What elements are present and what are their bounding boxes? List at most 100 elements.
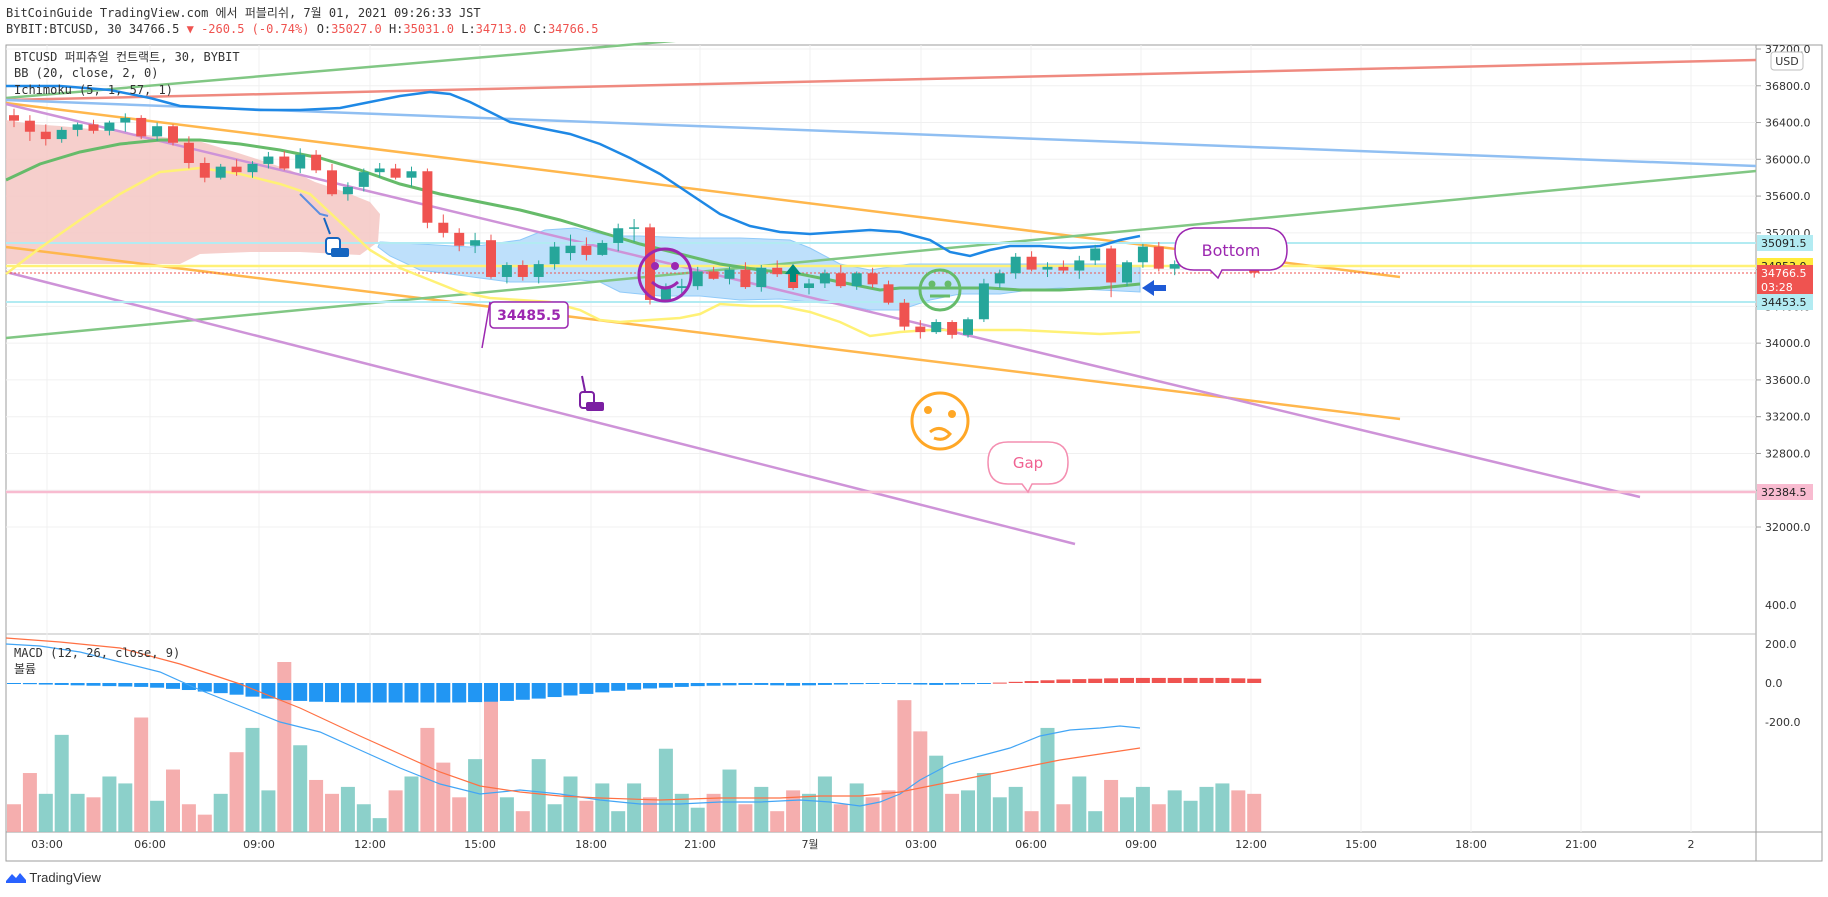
volume-bar xyxy=(945,793,960,832)
macd-bar xyxy=(356,683,371,703)
macd-bar xyxy=(372,683,387,703)
open-value: 35027.0 xyxy=(331,22,382,36)
volume-bar xyxy=(261,790,276,832)
candle-body xyxy=(40,131,51,140)
volume-bar xyxy=(1215,783,1230,832)
volume-bar xyxy=(181,804,196,832)
volume-bar xyxy=(388,790,403,832)
volume-bar xyxy=(499,797,514,832)
volume-bar xyxy=(833,804,848,832)
callout-34485[interactable]: 34485.5 xyxy=(481,301,569,349)
macd-bar xyxy=(690,683,705,687)
volume-bar xyxy=(340,786,355,832)
volume-bar xyxy=(627,783,642,832)
macd-bar xyxy=(658,683,673,688)
candle-body xyxy=(883,284,894,303)
macd-bar xyxy=(1167,677,1182,683)
candle-body xyxy=(565,245,576,254)
macd-signal-line xyxy=(5,637,1141,801)
macd-bar xyxy=(992,682,1007,684)
macd-bar xyxy=(770,683,785,686)
volume-bar xyxy=(372,818,387,832)
time-tick-label: 18:00 xyxy=(575,838,607,851)
candle-body xyxy=(931,322,942,333)
time-tick-label: 09:00 xyxy=(243,838,275,851)
callout-bottom[interactable]: Bottom xyxy=(1174,227,1288,280)
volume-bar xyxy=(356,804,371,832)
tradingview-logo[interactable]: TradingView xyxy=(6,870,101,885)
time-tick-label: 06:00 xyxy=(134,838,166,851)
time-tick-label: 21:00 xyxy=(684,838,716,851)
candle-body xyxy=(168,126,178,143)
macd-bar xyxy=(865,683,880,684)
macd-bar xyxy=(309,683,324,702)
candle-body xyxy=(963,319,973,335)
price-label: 34453.5 xyxy=(1761,296,1807,309)
macd-bar xyxy=(245,683,260,697)
macd-bar xyxy=(38,683,53,685)
volume-bar xyxy=(849,783,864,832)
macd-bar xyxy=(881,683,896,684)
volume-bar xyxy=(309,779,324,832)
svg-text:USD: USD xyxy=(1775,55,1799,68)
candle-body xyxy=(978,283,989,320)
volume-bar xyxy=(452,797,467,832)
macd-bar xyxy=(1231,678,1246,683)
candle-body xyxy=(438,222,449,233)
candle-body xyxy=(247,163,258,173)
macd-bar xyxy=(134,683,149,687)
candle-body xyxy=(835,273,846,287)
macd-bar xyxy=(118,683,133,687)
time-tick-label: 06:00 xyxy=(1015,838,1047,851)
volume-bar xyxy=(118,783,133,832)
candle-body xyxy=(215,166,226,178)
candle-body xyxy=(88,124,99,131)
macd-bar xyxy=(754,683,769,685)
macd-bar xyxy=(674,683,689,687)
candle-body xyxy=(183,142,194,163)
volume-bar xyxy=(1120,797,1134,832)
time-axis[interactable]: 03:00 06:00 09:00 12:00 15:00 18:00 21:00 7월 03:… xyxy=(31,838,1694,851)
macd-bar xyxy=(1040,680,1055,683)
time-tick-label: 21:00 xyxy=(1565,838,1597,851)
volume-bar xyxy=(754,786,769,832)
macd-bar xyxy=(499,683,514,701)
macd-bar xyxy=(706,683,721,686)
macd-bar xyxy=(563,683,578,696)
macd-bar xyxy=(1088,678,1103,683)
callout-gap[interactable]: Gap xyxy=(987,441,1069,494)
volume-bar xyxy=(865,797,880,832)
left-arrow-icon xyxy=(1142,280,1166,296)
candle-body xyxy=(374,168,385,173)
currency-badge[interactable]: USD xyxy=(1770,51,1804,71)
candle-body xyxy=(24,120,35,132)
volume-bar xyxy=(611,811,626,832)
volume-bar xyxy=(1088,811,1103,832)
macd-bar xyxy=(913,683,928,685)
time-tick-label: 09:00 xyxy=(1125,838,1157,851)
candle-body xyxy=(1137,246,1148,263)
time-tick-label: 7월 xyxy=(801,838,818,851)
macd-bar xyxy=(833,683,848,685)
macd-bar xyxy=(738,683,753,685)
volume-bar xyxy=(722,769,737,832)
volume-bar xyxy=(770,811,785,832)
candle-body xyxy=(724,269,735,279)
macd-bar xyxy=(150,683,165,688)
price-change: ▼ -260.5 (-0.74%) xyxy=(186,22,310,36)
price-chart[interactable]: 37200.036800.036400.036000.035600.035200… xyxy=(0,42,1828,862)
volume-bar xyxy=(961,790,975,832)
macd-bar xyxy=(611,683,626,691)
legend-macd: MACD (12, 26, close, 9) xyxy=(14,646,180,660)
candle-body xyxy=(947,322,958,335)
candle-body xyxy=(136,117,147,137)
volume-bar xyxy=(1040,727,1055,832)
candle-body xyxy=(1090,248,1101,261)
candle-body xyxy=(279,156,290,169)
macd-bar xyxy=(213,683,228,694)
price-tick-label: 36800.0 xyxy=(1765,80,1811,93)
price-tick-label: 36000.0 xyxy=(1765,153,1811,166)
time-tick-label: 18:00 xyxy=(1455,838,1487,851)
macd-bar xyxy=(197,683,212,692)
candle-body xyxy=(708,271,719,279)
